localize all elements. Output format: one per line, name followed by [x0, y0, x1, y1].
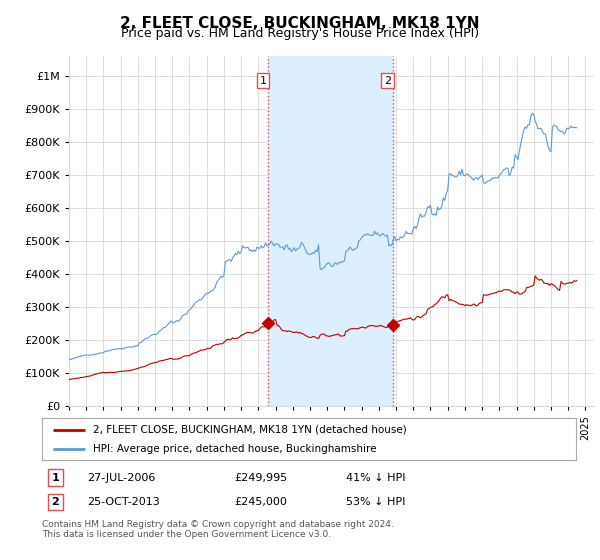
Text: Price paid vs. HM Land Registry's House Price Index (HPI): Price paid vs. HM Land Registry's House …: [121, 27, 479, 40]
Bar: [268, 56, 393, 406]
Text: 2, FLEET CLOSE, BUCKINGHAM, MK18 1YN: 2, FLEET CLOSE, BUCKINGHAM, MK18 1YN: [120, 16, 480, 31]
Text: Contains HM Land Registry data © Crown copyright and database right 2024.
This d: Contains HM Land Registry data © Crown c…: [42, 520, 394, 539]
Text: £249,995: £249,995: [234, 473, 287, 483]
Text: 2: 2: [52, 497, 59, 507]
Text: 53% ↓ HPI: 53% ↓ HPI: [346, 497, 406, 507]
Text: 25-OCT-2013: 25-OCT-2013: [88, 497, 160, 507]
Text: 2: 2: [384, 76, 391, 86]
Text: £245,000: £245,000: [234, 497, 287, 507]
Text: 1: 1: [259, 76, 266, 86]
Text: 2, FLEET CLOSE, BUCKINGHAM, MK18 1YN (detached house): 2, FLEET CLOSE, BUCKINGHAM, MK18 1YN (de…: [93, 424, 406, 435]
Text: 27-JUL-2006: 27-JUL-2006: [88, 473, 156, 483]
Text: 1: 1: [52, 473, 59, 483]
Text: HPI: Average price, detached house, Buckinghamshire: HPI: Average price, detached house, Buck…: [93, 444, 376, 454]
Text: 41% ↓ HPI: 41% ↓ HPI: [346, 473, 406, 483]
